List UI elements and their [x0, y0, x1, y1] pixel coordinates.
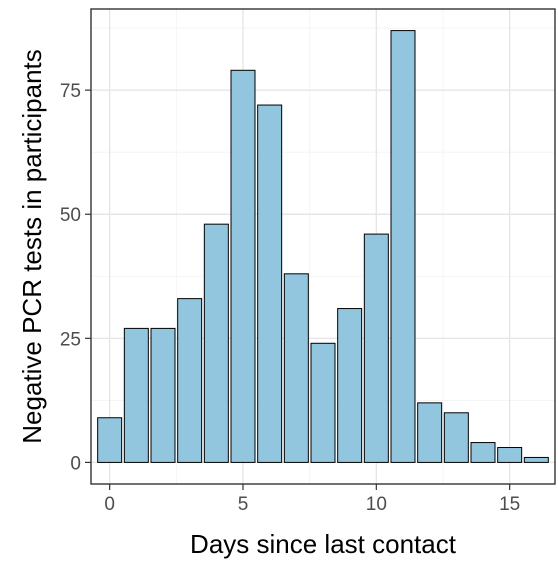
bar-day-11 [390, 30, 416, 463]
bar-day-4 [203, 223, 229, 463]
y-tick-label: 50 [60, 205, 81, 226]
y-tick-label: 25 [60, 329, 81, 350]
x-axis-title: Days since last contact [190, 529, 457, 559]
axis-ticks [85, 89, 511, 490]
bar-day-9 [337, 308, 363, 463]
y-axis-title: Negative PCR tests in participants [17, 49, 47, 444]
bar-day-16 [523, 456, 549, 463]
bar-day-12 [417, 402, 443, 463]
x-tick-label: 5 [238, 494, 249, 515]
bar-day-7 [283, 273, 309, 463]
bar-day-0 [97, 417, 123, 463]
bar-day-10 [363, 233, 389, 463]
y-axis-tick-labels: 0 25 50 75 [60, 81, 81, 474]
bar-day-5 [230, 69, 256, 463]
plot-panel-border [90, 8, 556, 485]
bar-day-14 [470, 442, 496, 463]
bar-day-1 [123, 327, 149, 463]
x-axis-tick-labels: 0 5 10 15 [104, 494, 520, 515]
bar-day-13 [443, 412, 469, 463]
x-tick-label: 10 [366, 494, 387, 515]
bar-day-8 [310, 342, 336, 463]
bar-day-6 [257, 104, 283, 463]
y-tick-label: 75 [60, 81, 81, 102]
bars [97, 30, 549, 463]
bar-day-15 [497, 447, 523, 463]
x-tick-label: 0 [104, 494, 115, 515]
y-tick-label: 0 [70, 453, 81, 474]
bar-day-3 [177, 298, 203, 463]
bar-day-2 [150, 327, 176, 463]
x-tick-label: 15 [499, 494, 520, 515]
